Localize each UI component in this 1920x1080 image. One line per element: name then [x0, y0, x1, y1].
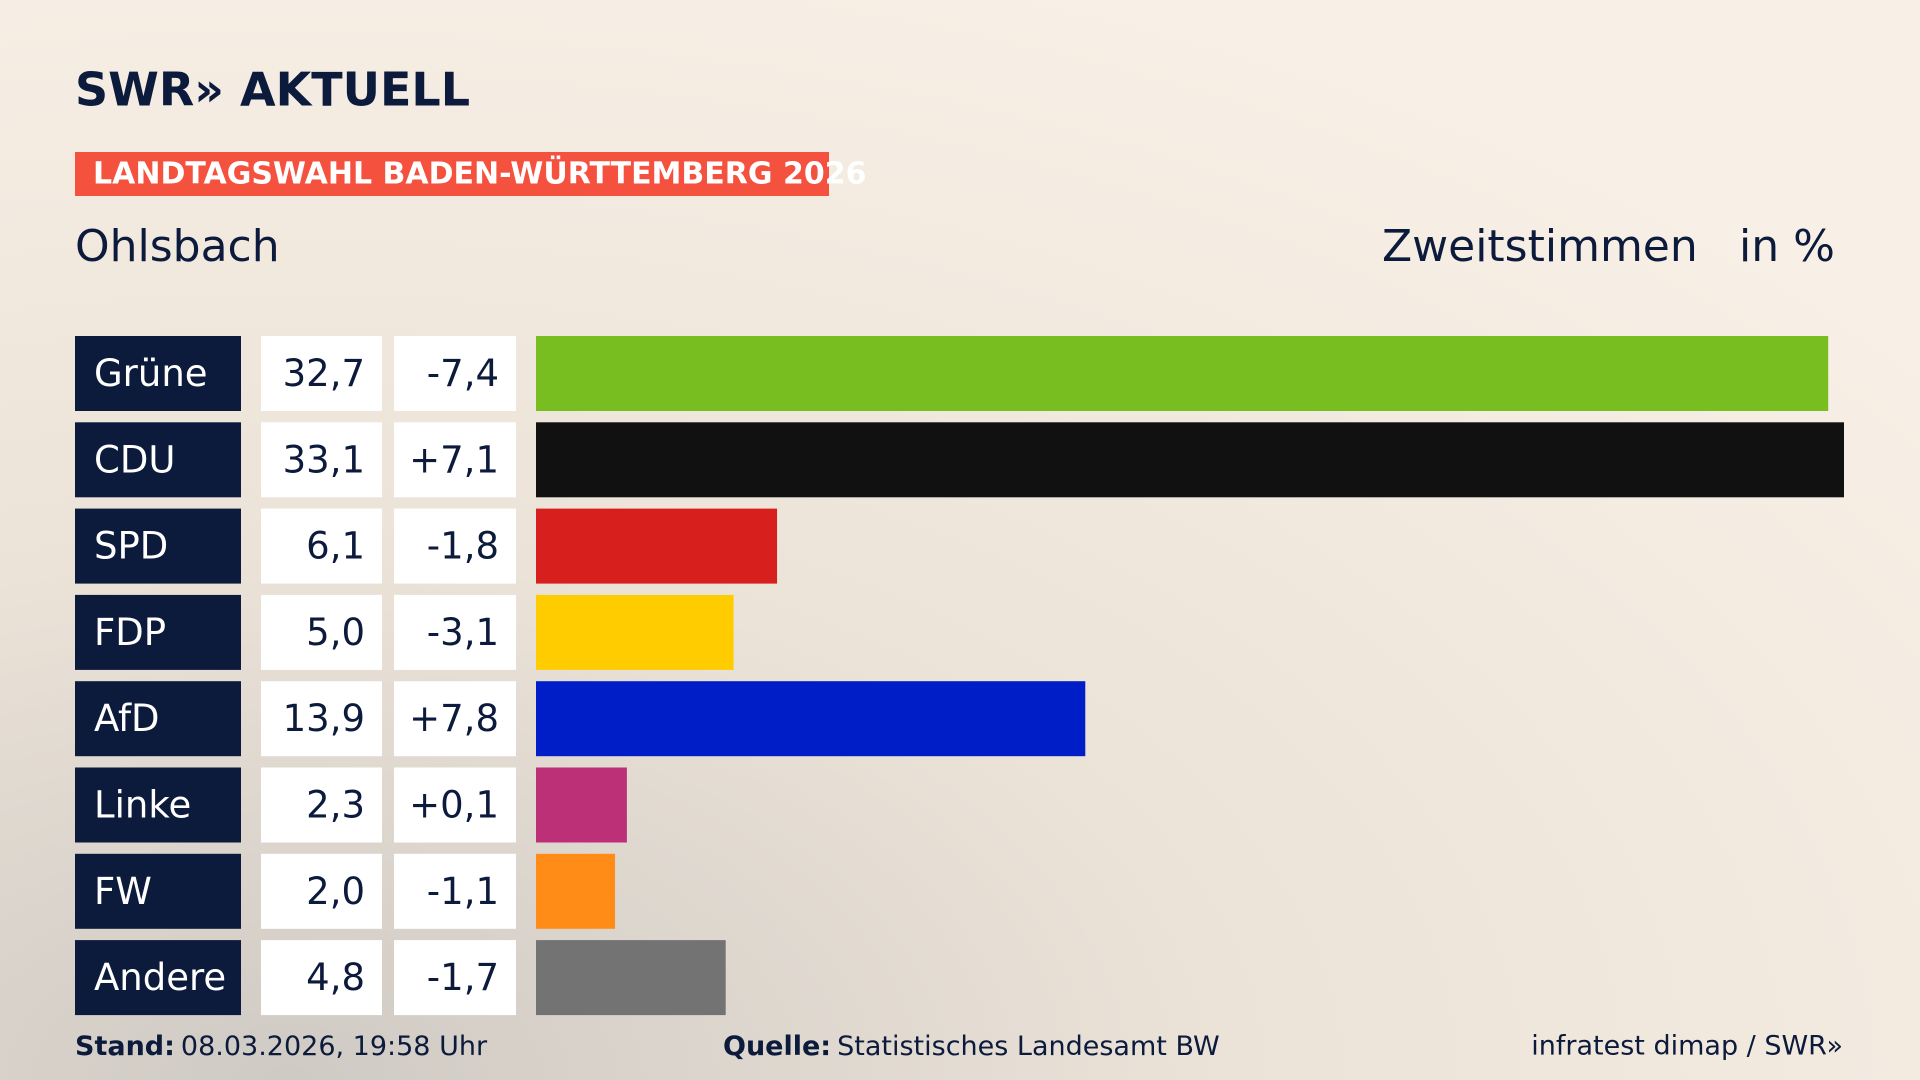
- party-box: [75, 422, 241, 498]
- party-box: [75, 508, 241, 584]
- value-box: [261, 336, 382, 411]
- value-label: 5,0: [306, 611, 365, 654]
- change-label: -3,1: [427, 611, 499, 654]
- source-label: Quelle:: [723, 1031, 831, 1062]
- bar: [536, 853, 616, 929]
- change-box: [394, 594, 516, 670]
- change-box: [394, 767, 516, 843]
- change-label: -1,8: [427, 525, 499, 568]
- party-label: Grüne: [94, 352, 208, 395]
- party-label: FW: [94, 870, 152, 913]
- change-box: [394, 422, 516, 498]
- value-box: [261, 508, 382, 584]
- footer-source: Quelle: Statistisches Landesamt BW: [723, 1031, 1220, 1062]
- change-box: [394, 336, 516, 411]
- chart-subtitle: Zweitstimmen: [1382, 221, 1698, 272]
- credit: infratest dimap / SWR»: [1531, 1031, 1843, 1062]
- bar: [536, 508, 778, 584]
- change-label: -1,1: [427, 870, 499, 913]
- badge-box: [75, 152, 829, 196]
- value-box: [261, 767, 382, 843]
- value-label: 13,9: [283, 697, 365, 740]
- bar: [536, 681, 1086, 757]
- change-label: +7,8: [409, 697, 499, 740]
- stand-label: Stand:: [75, 1031, 175, 1062]
- change-box: [394, 508, 516, 584]
- party-box: [75, 767, 241, 843]
- party-box: [75, 940, 241, 1016]
- value-label: 32,7: [283, 352, 365, 395]
- change-label: +0,1: [409, 784, 499, 827]
- bar: [536, 767, 627, 843]
- change-box: [394, 940, 516, 1016]
- footer-stand: Stand: 08.03.2026, 19:58 Uhr: [75, 1031, 488, 1062]
- source: Statistisches Landesamt BW: [837, 1031, 1220, 1062]
- party-label: CDU: [94, 438, 175, 481]
- value-box: [261, 422, 382, 498]
- party-label: AfD: [94, 697, 160, 740]
- party-label: FDP: [94, 611, 166, 654]
- change-box: [394, 681, 516, 757]
- value-label: 4,8: [306, 956, 365, 999]
- unit: in %: [1739, 221, 1835, 272]
- party-box: [75, 681, 241, 757]
- chart-title: Ohlsbach: [75, 221, 280, 272]
- change-box: [394, 853, 516, 929]
- bar: [536, 940, 726, 1016]
- value-box: [261, 681, 382, 757]
- value-box: [261, 940, 382, 1016]
- party-label: Andere: [94, 956, 226, 999]
- value-box: [261, 594, 382, 670]
- value-label: 2,3: [306, 784, 365, 827]
- party-label: Linke: [94, 784, 191, 827]
- bar: [536, 594, 734, 670]
- badge: LANDTAGSWAHL BADEN-WÜRTTEMBERG 2026: [93, 155, 866, 192]
- logo: SWR» AKTUELL: [75, 63, 470, 117]
- change-label: +7,1: [409, 438, 499, 481]
- party-label: SPD: [94, 525, 168, 568]
- value-label: 6,1: [306, 525, 365, 568]
- party-box: [75, 853, 241, 929]
- party-box: [75, 336, 241, 411]
- value-label: 2,0: [306, 870, 365, 913]
- value-box: [261, 853, 382, 929]
- party-box: [75, 594, 241, 670]
- bar: [536, 336, 1829, 411]
- change-label: -1,7: [427, 956, 499, 999]
- value-label: 33,1: [283, 438, 365, 481]
- change-label: -7,4: [427, 352, 499, 395]
- stand: 08.03.2026, 19:58 Uhr: [181, 1031, 488, 1062]
- bar: [536, 422, 1844, 498]
